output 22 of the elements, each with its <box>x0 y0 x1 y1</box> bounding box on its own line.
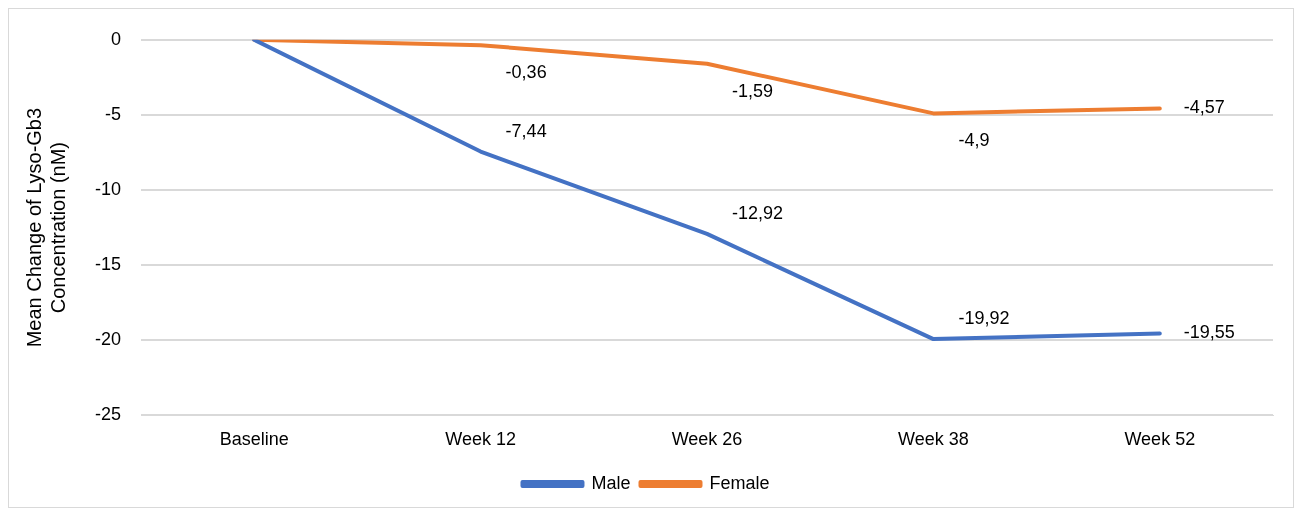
legend-label: Male <box>591 472 631 493</box>
y-tick-label: -5 <box>105 103 122 124</box>
y-tick-label: -15 <box>95 254 122 275</box>
data-label: -4,57 <box>1183 97 1225 118</box>
data-label: -7,44 <box>505 120 547 141</box>
x-tick-label: Week 12 <box>445 429 516 450</box>
data-label: -12,92 <box>732 202 784 223</box>
y-tick-label: 0 <box>111 28 122 49</box>
data-label: -19,92 <box>958 308 1010 329</box>
y-tick-label: -10 <box>95 179 122 200</box>
data-label: -19,55 <box>1183 322 1235 343</box>
x-tick-label: Week 38 <box>898 429 969 450</box>
x-tick-label: Week 26 <box>671 429 743 450</box>
legend-label: Female <box>709 472 770 493</box>
data-label: -4,9 <box>958 130 990 151</box>
x-tick-label: Week 52 <box>1124 429 1196 450</box>
data-label: -0,36 <box>505 62 547 83</box>
x-tick-label: Baseline <box>219 429 289 450</box>
y-axis-title: Mean Change of Lyso-Gb3 Concentration (nM) <box>22 107 69 348</box>
data-label: -1,59 <box>732 80 774 101</box>
y-tick-label: -20 <box>95 329 122 350</box>
y-tick-label: -25 <box>95 404 122 425</box>
